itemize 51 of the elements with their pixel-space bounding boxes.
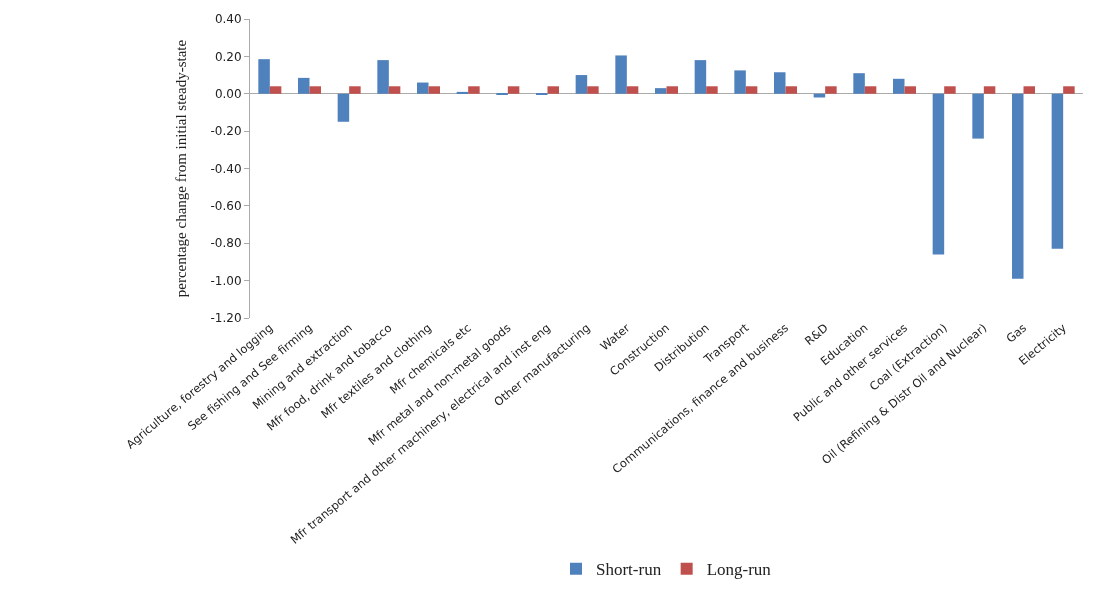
bar — [626, 86, 639, 94]
bar — [825, 86, 837, 94]
bar — [972, 93, 984, 139]
bar — [774, 72, 786, 94]
bar — [547, 86, 559, 94]
bar — [575, 75, 588, 94]
bar — [428, 86, 440, 94]
bar — [893, 78, 905, 94]
y-tick-label: 0.20 — [214, 49, 242, 64]
bar — [655, 88, 667, 94]
bar — [853, 73, 865, 94]
bar — [944, 86, 956, 94]
bar — [269, 86, 282, 94]
bar — [587, 86, 599, 94]
y-tick-label: 0.40 — [214, 12, 242, 27]
bar — [298, 77, 310, 94]
bar — [904, 86, 916, 94]
bar — [864, 86, 877, 94]
bar — [666, 86, 678, 94]
bar — [694, 60, 707, 94]
bar — [507, 86, 520, 94]
bar — [1023, 86, 1035, 94]
y-tick-label: 0.00 — [214, 86, 242, 101]
bar — [349, 86, 361, 94]
bar — [417, 82, 429, 94]
legend-label: Long-run — [706, 560, 772, 580]
y-axis-title: percentage change from initial steady-state — [172, 39, 189, 298]
y-tick-label: -1.00 — [210, 273, 242, 288]
y-tick-label: -0.60 — [210, 199, 242, 214]
bar — [785, 86, 797, 94]
bar — [468, 86, 480, 94]
bar — [706, 86, 718, 94]
y-tick-label: -0.20 — [210, 124, 242, 139]
bar — [1063, 86, 1075, 94]
bar — [983, 86, 996, 94]
y-tick-label: -0.80 — [210, 236, 242, 251]
y-tick-label: -0.40 — [210, 161, 242, 176]
bar — [932, 93, 945, 255]
bar — [309, 86, 321, 94]
bar — [377, 60, 389, 94]
bar — [734, 70, 746, 94]
bar — [1051, 93, 1064, 249]
legend-label: Short-run — [596, 560, 662, 580]
bar — [615, 55, 627, 94]
bar — [388, 86, 401, 94]
bar — [745, 86, 758, 94]
bar — [1012, 93, 1024, 279]
y-tick-label: -1.20 — [210, 311, 242, 326]
bar — [456, 91, 469, 94]
bar — [337, 93, 350, 122]
bar — [258, 59, 270, 94]
